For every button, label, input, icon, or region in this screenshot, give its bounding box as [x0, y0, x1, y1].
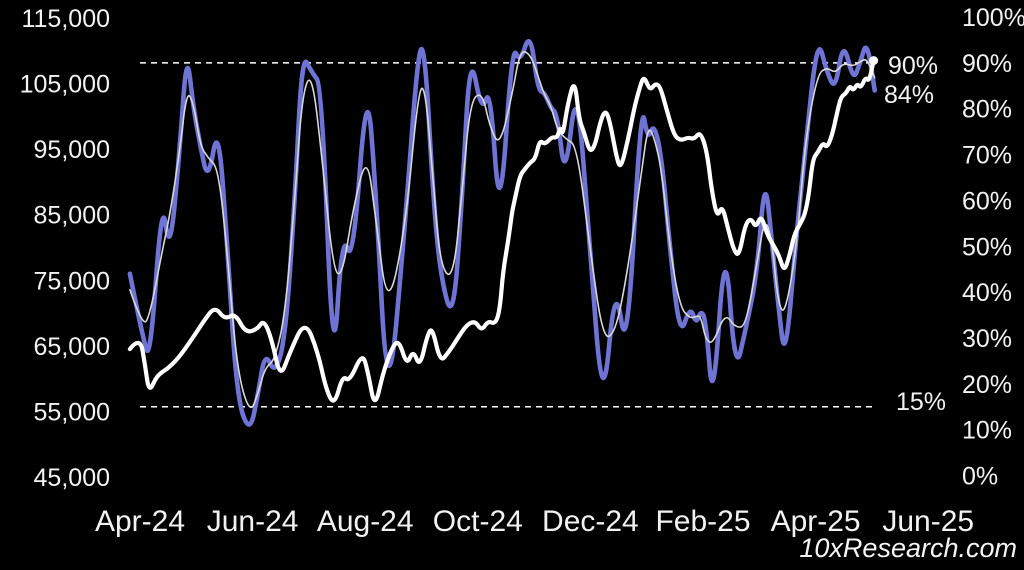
y-axis-tick-left: 115,000: [21, 5, 110, 33]
y-axis-tick-right: 40%: [962, 279, 1012, 307]
y-axis-tick-left: 105,000: [20, 71, 110, 99]
x-axis-tick: Feb-25: [655, 505, 750, 538]
watermark: 10xResearch.com: [799, 533, 1017, 563]
y-axis-tick-right: 90%: [962, 50, 1012, 78]
series-end-marker-btc_price: [869, 56, 879, 66]
x-axis-tick: Oct-24: [433, 505, 523, 538]
y-axis-tick-left: 55,000: [34, 398, 110, 426]
x-axis-tick: Apr-24: [95, 505, 185, 538]
x-axis-tick: Apr-25: [771, 505, 861, 538]
y-axis-tick-left: 65,000: [34, 333, 110, 361]
latest-indicator-value-label: 84%: [884, 81, 935, 109]
series-line-indicator_signal: [129, 51, 876, 409]
x-axis-tick: Dec-24: [542, 505, 639, 538]
x-axis-tick: Jun-25: [882, 505, 974, 538]
x-axis-tick: Jun-24: [207, 505, 299, 538]
y-axis-tick-left: 85,000: [34, 202, 110, 230]
y-axis-tick-left: 75,000: [34, 267, 110, 295]
series-line-btc_price: [127, 58, 876, 403]
y-axis-tick-right: 10%: [962, 417, 1012, 445]
y-axis-tick-right: 30%: [962, 325, 1012, 353]
y-axis-tick-left: 45,000: [34, 464, 110, 492]
y-axis-tick-right: 60%: [962, 187, 1012, 215]
x-axis-tick: Aug-24: [317, 505, 414, 538]
y-axis-tick-right: 80%: [962, 96, 1012, 124]
y-axis-tick-right: 50%: [962, 233, 1012, 261]
y-axis-tick-right: 0%: [962, 463, 998, 491]
y-axis-tick-left: 95,000: [34, 136, 110, 164]
series-line-indicator: [127, 38, 877, 427]
y-axis-tick-right: 20%: [962, 371, 1012, 399]
lower-threshold-label: 15%: [896, 388, 947, 416]
y-axis-tick-right: 100%: [962, 4, 1024, 32]
y-axis-tick-right: 70%: [962, 142, 1012, 170]
upper-threshold-label: 90%: [888, 52, 939, 80]
